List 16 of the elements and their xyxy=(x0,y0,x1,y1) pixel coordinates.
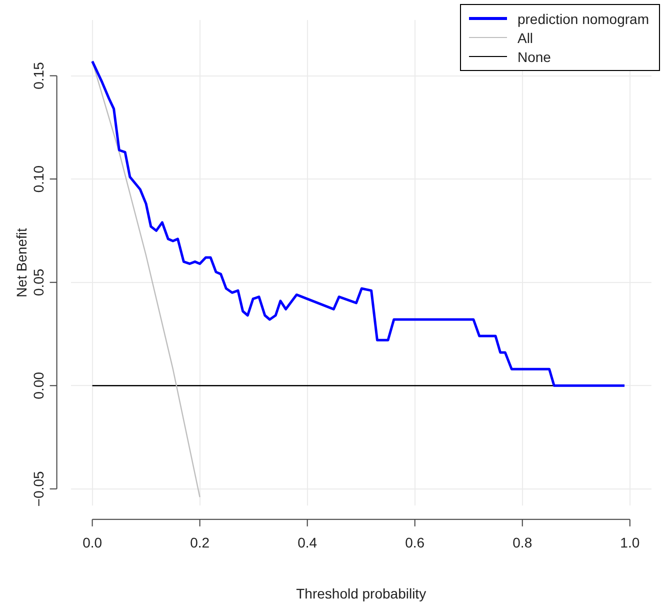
y-tick-label: 0.00 xyxy=(30,372,47,400)
y-axis-title: Net Benefit xyxy=(13,228,30,298)
y-tick-label: −0.05 xyxy=(30,470,47,507)
legend-label: prediction nomogram xyxy=(517,10,649,26)
legend-label: All xyxy=(517,30,534,46)
x-axis-title: Threshold probability xyxy=(296,585,426,602)
x-tick-label: 0.6 xyxy=(405,534,425,551)
x-tick-label: 1.0 xyxy=(620,534,640,551)
x-tick-label: 0.0 xyxy=(82,534,102,551)
legend-label: None xyxy=(517,48,551,64)
y-tick-label: 0.10 xyxy=(30,165,47,193)
x-tick-label: 0.8 xyxy=(512,534,532,551)
x-tick-label: 0.4 xyxy=(298,534,318,551)
y-tick-label: 0.05 xyxy=(30,268,47,296)
x-tick-label: 0.2 xyxy=(190,534,210,551)
y-tick-label: 0.15 xyxy=(30,62,47,90)
